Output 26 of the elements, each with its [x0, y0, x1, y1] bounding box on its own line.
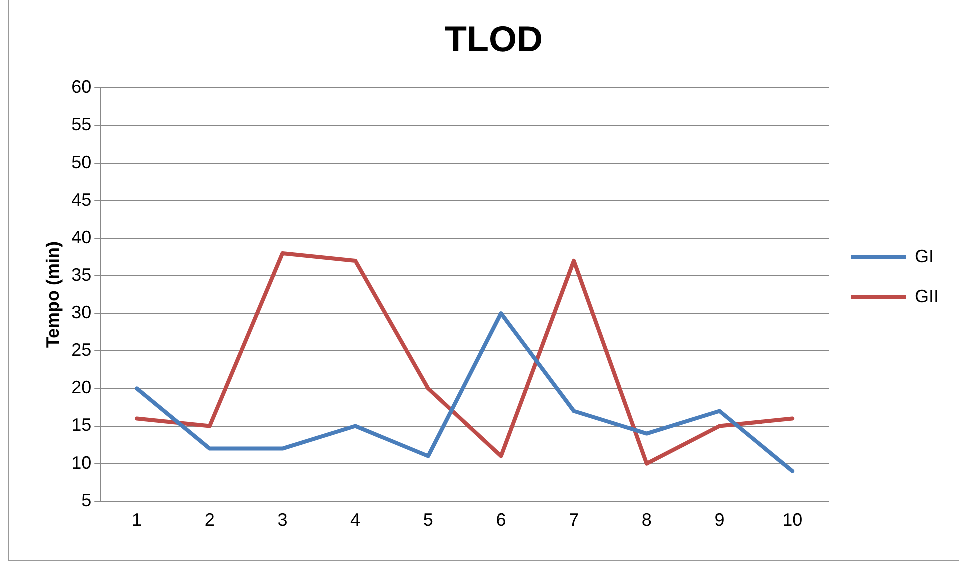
y-tick-label: 5 — [82, 490, 92, 510]
x-tick-label: 9 — [714, 510, 725, 530]
y-tick-label: 25 — [72, 340, 92, 360]
y-tick-label: 10 — [72, 452, 92, 473]
x-tick-label: 4 — [350, 510, 361, 530]
legend-label: GII — [914, 286, 940, 306]
y-tick-label: 60 — [72, 77, 92, 98]
x-tick-label: 6 — [496, 510, 506, 530]
y-tick-label: 40 — [72, 227, 92, 248]
legend-label: GI — [914, 246, 934, 266]
x-tick-label: 7 — [569, 510, 580, 530]
x-tick-label: 5 — [423, 510, 434, 530]
y-tick-label: 20 — [72, 378, 92, 398]
y-tick-label: 50 — [72, 152, 92, 172]
y-tick-label: 35 — [72, 264, 92, 285]
y-axis-title: Tempo (min) — [42, 241, 63, 348]
y-tick-label: 55 — [72, 114, 92, 135]
x-tick-label: 1 — [132, 510, 142, 530]
x-tick-label: 8 — [642, 510, 652, 530]
y-tick-label: 15 — [72, 415, 92, 436]
x-tick-label: 3 — [278, 510, 288, 530]
y-tick-label: 45 — [72, 190, 92, 210]
y-tick-label: 30 — [72, 302, 92, 323]
chart-title: TLOD — [445, 18, 543, 60]
x-tick-label: 10 — [782, 510, 803, 530]
x-tick-label: 2 — [204, 510, 215, 530]
